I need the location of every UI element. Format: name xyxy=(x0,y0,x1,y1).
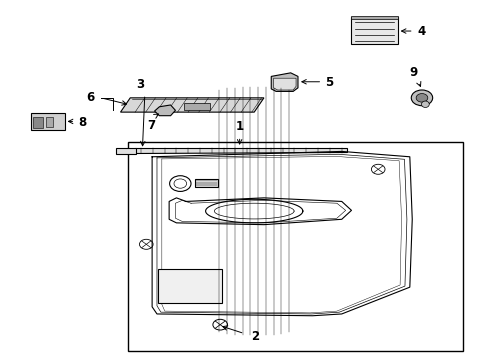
Polygon shape xyxy=(120,98,264,112)
Bar xyxy=(116,148,136,154)
Text: 7: 7 xyxy=(147,118,155,131)
Bar xyxy=(195,179,218,187)
Bar xyxy=(351,18,397,44)
Bar xyxy=(351,16,397,19)
Polygon shape xyxy=(273,78,295,90)
Text: 8: 8 xyxy=(78,116,86,129)
Bar xyxy=(127,143,462,351)
Text: 1: 1 xyxy=(235,120,243,133)
Polygon shape xyxy=(271,73,297,91)
Bar xyxy=(183,103,210,110)
Bar xyxy=(30,113,64,130)
Circle shape xyxy=(415,94,427,102)
Bar xyxy=(33,117,43,128)
Circle shape xyxy=(410,90,432,106)
Text: 5: 5 xyxy=(325,76,333,89)
Bar xyxy=(46,117,53,127)
Polygon shape xyxy=(154,105,175,116)
Text: 9: 9 xyxy=(409,66,417,79)
Text: 3: 3 xyxy=(136,78,144,91)
Text: 6: 6 xyxy=(86,91,95,104)
Ellipse shape xyxy=(421,101,428,108)
Polygon shape xyxy=(135,148,346,153)
Bar xyxy=(158,269,221,303)
Text: 2: 2 xyxy=(251,330,259,343)
Text: 4: 4 xyxy=(416,24,425,37)
